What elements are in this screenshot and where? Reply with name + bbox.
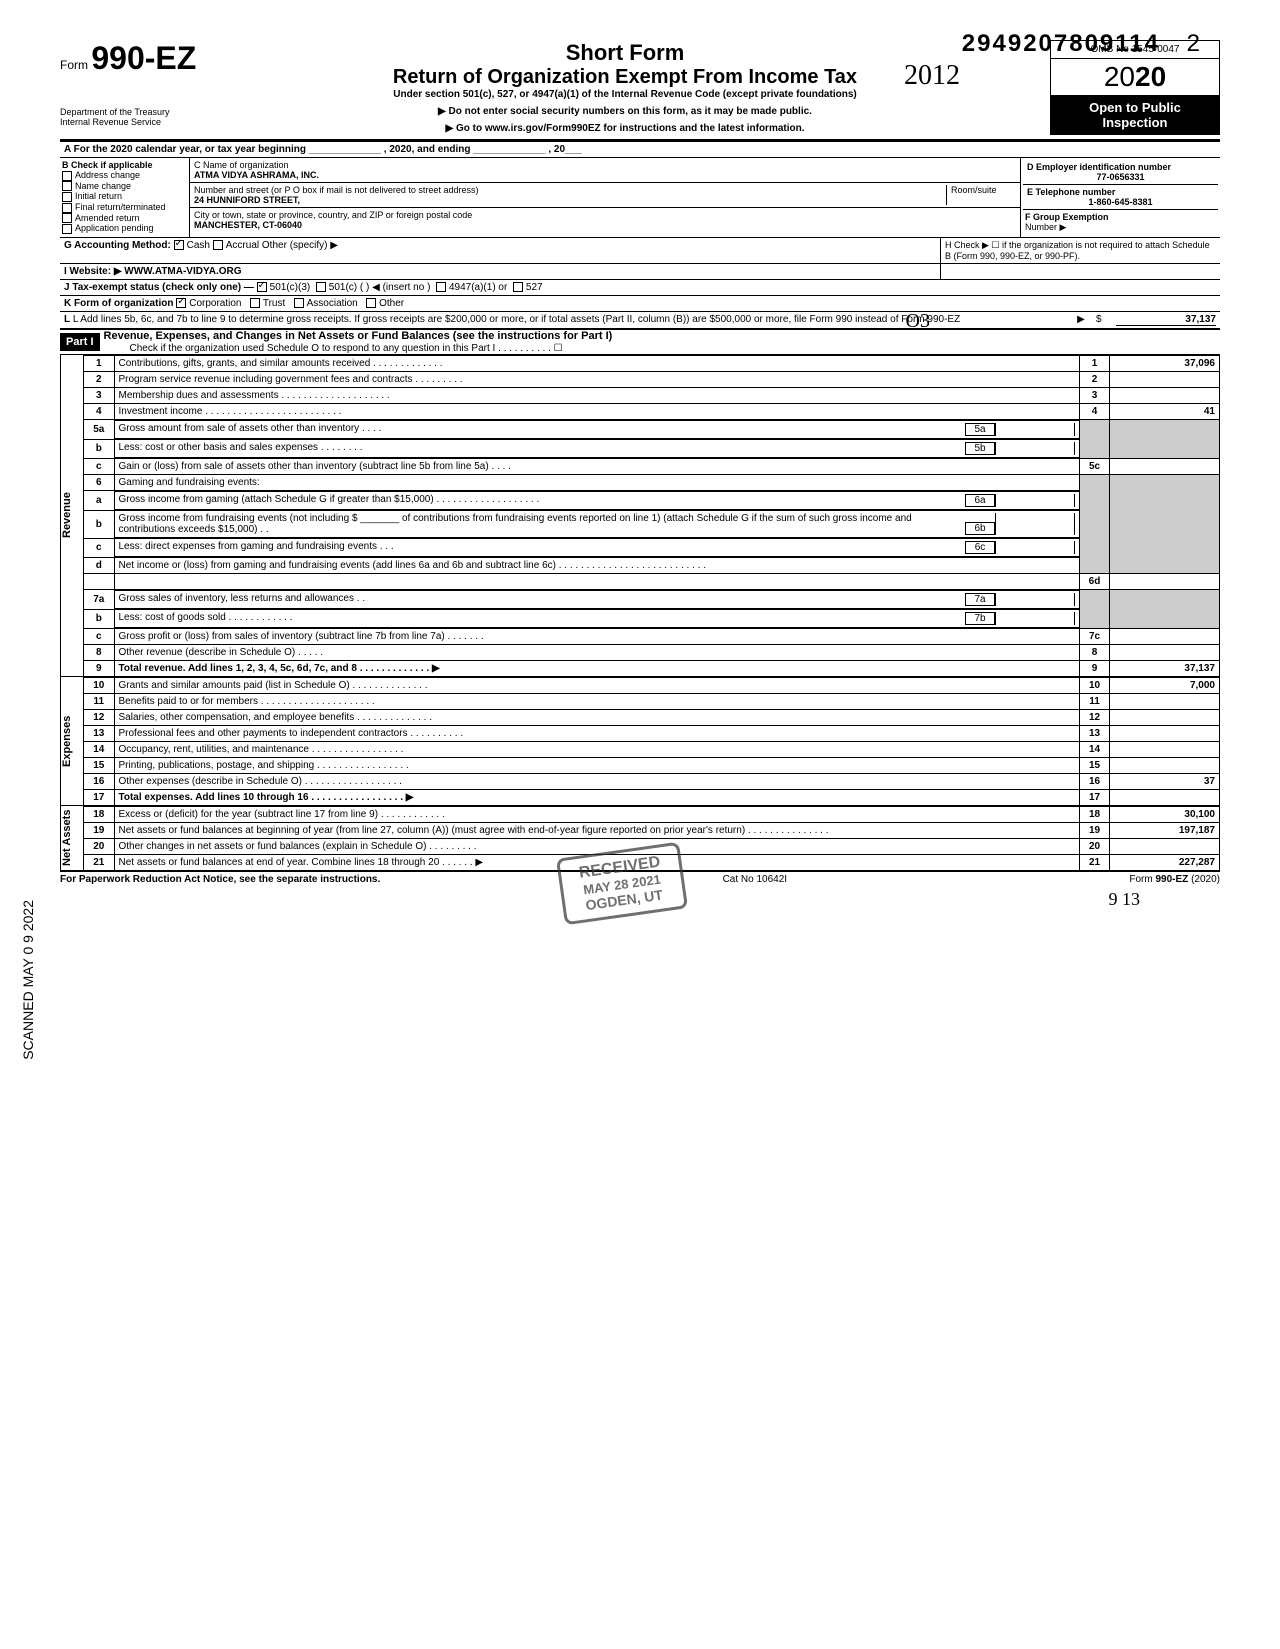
check-501c3[interactable] — [257, 282, 267, 292]
row-a-calendar-year: A For the 2020 calendar year, or tax yea… — [60, 141, 1220, 158]
line10-amount: 7,000 — [1110, 678, 1220, 694]
line19-amount: 197,187 — [1110, 823, 1220, 839]
open-public-badge: Open to Public Inspection — [1050, 96, 1220, 135]
i-label: I Website: ▶ — [64, 266, 122, 277]
part1-title: Revenue, Expenses, and Changes in Net As… — [100, 330, 613, 342]
dln-suffix: 2 — [1187, 30, 1200, 58]
check-final-return[interactable]: Final return/terminated — [62, 202, 187, 213]
paperwork-notice: For Paperwork Reduction Act Notice, see … — [60, 874, 380, 885]
phone-value: 1-860-645-8381 — [1027, 197, 1214, 207]
city-label: City or town, state or province, country… — [194, 210, 1016, 220]
check-association[interactable] — [294, 298, 304, 308]
scanned-stamp: SCANNED MAY 0 9 2022 — [20, 900, 36, 1060]
ssn-warning: ▶ Do not enter social security numbers o… — [210, 106, 1040, 117]
dln-number: 2949207809114 — [962, 30, 1160, 58]
check-name-change[interactable]: Name change — [62, 181, 187, 192]
check-initial-return[interactable]: Initial return — [62, 191, 187, 202]
irs-label: Internal Revenue Service — [60, 117, 200, 127]
h-text: H Check ▶ ☐ if the organization is not r… — [945, 240, 1210, 261]
c-label: C Name of organization — [194, 160, 1016, 170]
check-address-change[interactable]: Address change — [62, 170, 187, 181]
section-b-c-d: B Check if applicable Address change Nam… — [60, 158, 1220, 238]
line21-amount: 227,287 — [1110, 855, 1220, 871]
check-trust[interactable] — [250, 298, 260, 308]
line1-amount: 37,096 — [1110, 356, 1220, 372]
line16-amount: 37 — [1110, 774, 1220, 790]
addr-label: Number and street (or P O box if mail is… — [194, 185, 946, 195]
check-4947[interactable] — [436, 282, 446, 292]
revenue-label: Revenue — [61, 355, 83, 676]
handwritten-o3: O3 — [906, 310, 930, 333]
revenue-table: 1Contributions, gifts, grants, and simil… — [84, 355, 1220, 677]
check-corporation[interactable] — [176, 298, 186, 308]
ein-value: 77-0656331 — [1027, 172, 1214, 182]
b-header: B Check if applicable — [62, 160, 187, 170]
form-footer: Form 990-EZ (2020) — [1129, 874, 1220, 885]
goto-link: ▶ Go to www.irs.gov/Form990EZ for instru… — [210, 123, 1040, 134]
check-527[interactable] — [513, 282, 523, 292]
part1-check: Check if the organization used Schedule … — [100, 343, 563, 354]
k-label: K Form of organization — [64, 298, 173, 309]
form-label: Form — [60, 58, 91, 72]
j-label: J Tax-exempt status (check only one) — — [64, 282, 254, 293]
check-other-org[interactable] — [366, 298, 376, 308]
f-label: F Group Exemption — [1025, 212, 1109, 222]
f-label2: Number ▶ — [1025, 222, 1066, 232]
netassets-label: Net Assets — [61, 806, 83, 870]
line18-amount: 30,100 — [1110, 807, 1220, 823]
street-address: 24 HUNNIFORD STREET, — [194, 195, 946, 205]
g-label: G Accounting Method: — [64, 240, 171, 251]
org-name: ATMA VIDYA ASHRAMA, INC. — [194, 170, 1016, 180]
city-state-zip: MANCHESTER, CT-06040 — [194, 220, 1016, 230]
website-value: WWW.ATMA-VIDYA.ORG — [124, 266, 241, 277]
line9-amount: 37,137 — [1110, 661, 1220, 677]
handwritten-year: 2012 — [904, 60, 960, 92]
dept-treasury: Department of the Treasury — [60, 107, 200, 117]
check-501c[interactable] — [316, 282, 326, 292]
l-amount: 37,137 — [1116, 314, 1216, 326]
check-application-pending[interactable]: Application pending — [62, 223, 187, 234]
g-other: Other (specify) ▶ — [262, 240, 338, 251]
e-label: E Telephone number — [1027, 187, 1214, 197]
expenses-label: Expenses — [61, 677, 83, 805]
check-cash[interactable] — [174, 240, 184, 250]
room-label: Room/suite — [951, 185, 1016, 195]
expenses-table: 10Grants and similar amounts paid (list … — [84, 677, 1220, 806]
line4-amount: 41 — [1110, 404, 1220, 420]
form-number: 990-EZ — [91, 40, 196, 76]
check-amended-return[interactable]: Amended return — [62, 213, 187, 224]
tax-year: 2020 — [1104, 61, 1166, 92]
check-accrual[interactable] — [213, 240, 223, 250]
cat-number: Cat No 10642I — [723, 874, 788, 885]
d-label: D Employer identification number — [1027, 162, 1214, 172]
part1-badge: Part I — [60, 333, 100, 351]
